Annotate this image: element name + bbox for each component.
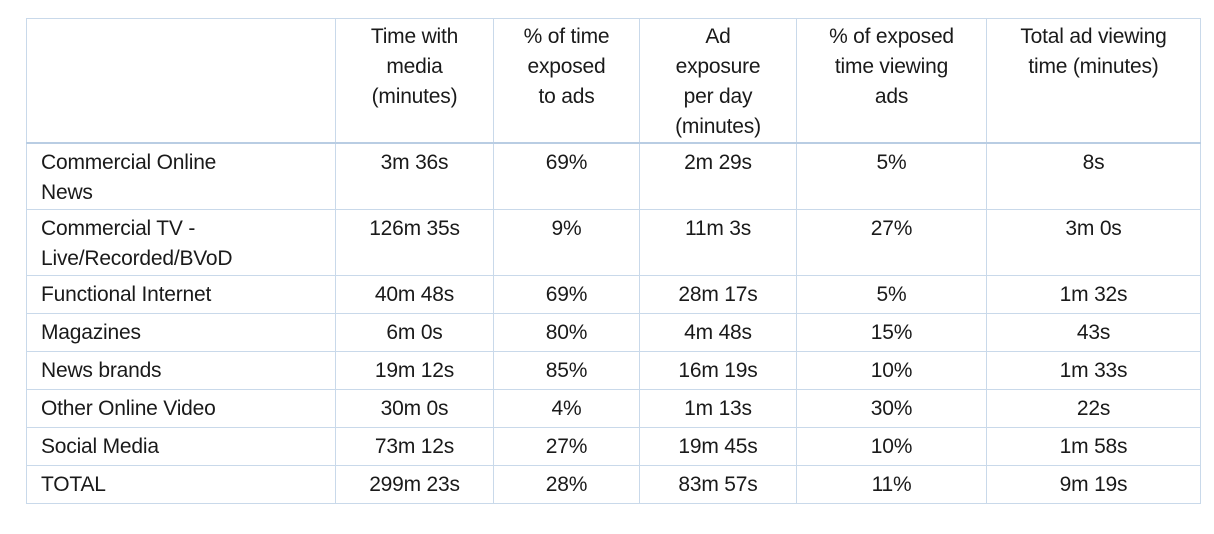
table-row: News brands 19m 12s 85% 16m 19s 10% 1m 33s (26, 350, 1201, 390)
table-cell: 9% (493, 208, 640, 276)
table-cell: 30% (796, 388, 987, 428)
table-cell: 22s (986, 388, 1201, 428)
column-header-line: time (minutes) (1028, 55, 1159, 78)
table-header: Time with media (minutes) % of time exposed t… (26, 18, 1201, 144)
table-cell: 8s (986, 142, 1201, 210)
table-cell: 80% (493, 312, 640, 352)
table-cell: 1m 58s (986, 426, 1201, 466)
table-cell: 83m 57s (639, 464, 797, 504)
table-cell: 73m 12s (335, 426, 494, 466)
row-label-line: News (41, 181, 93, 204)
table-cell: 11m 3s (639, 208, 797, 276)
table-cell: 27% (796, 208, 987, 276)
row-label: Magazines (26, 312, 336, 352)
table-cell: 85% (493, 350, 640, 390)
table-cell: 5% (796, 142, 987, 210)
row-label-line: Functional Internet (41, 282, 212, 306)
table-cell: 28% (493, 464, 640, 504)
table-cell: 3m 36s (335, 142, 494, 210)
column-header-line: ads (874, 85, 909, 108)
column-header-line: per day (683, 85, 753, 108)
table-cell: 69% (493, 274, 640, 314)
table-cell: 1m 33s (986, 350, 1201, 390)
table-row: Magazines 6m 0s 80% 4m 48s 15% 43s (26, 312, 1201, 352)
table-cell: 10% (796, 350, 987, 390)
column-header: Time with media (minutes) (335, 18, 494, 144)
table-cell: 1m 13s (639, 388, 797, 428)
column-header: % of time exposed to ads (493, 18, 640, 144)
column-header-line: % of time (523, 25, 610, 48)
table-body: Commercial Online News 3m 36s 69% 2m 29s 5% 8s… (26, 142, 1201, 504)
table-cell: 3m 0s (986, 208, 1201, 276)
column-header-line: Ad (705, 25, 731, 48)
table-row: Other Online Video 30m 0s 4% 1m 13s 30% 22s (26, 388, 1201, 428)
table-cell: 299m 23s (335, 464, 494, 504)
column-header: Total ad viewing time (minutes) (986, 18, 1201, 144)
column-header-line: (minutes) (675, 115, 761, 138)
column-header-line: Total ad viewing (1020, 25, 1167, 48)
table-cell: 5% (796, 274, 987, 314)
table-cell: 30m 0s (335, 388, 494, 428)
table-cell: 40m 48s (335, 274, 494, 314)
table-row: Commercial Online News 3m 36s 69% 2m 29s 5% 8s (26, 142, 1201, 210)
table-cell: 6m 0s (335, 312, 494, 352)
row-label: Commercial TV - Live/Recorded/BVoD (26, 208, 336, 276)
row-label-line: News brands (41, 358, 162, 382)
table-cell: 69% (493, 142, 640, 210)
row-label-line: Social Media (41, 434, 159, 458)
row-label: Functional Internet (26, 274, 336, 314)
table-cell: 4m 48s (639, 312, 797, 352)
row-label-line: Live/Recorded/BVoD (41, 246, 233, 270)
table-cell: 28m 17s (639, 274, 797, 314)
table-cell: 19m 45s (639, 426, 797, 466)
table-row: Functional Internet 40m 48s 69% 28m 17s 5% 1m… (26, 274, 1201, 314)
column-header: Ad exposure per day (minutes) (639, 18, 797, 144)
table-cell: 15% (796, 312, 987, 352)
table-cell: 27% (493, 426, 640, 466)
table-cell: 126m 35s (335, 208, 494, 276)
column-header-line: media (386, 55, 443, 78)
table-row: TOTAL 299m 23s 28% 83m 57s 11% 9m 19s (26, 464, 1201, 504)
table-cell: 9m 19s (986, 464, 1201, 504)
table-row: Social Media 73m 12s 27% 19m 45s 10% 1m 58s (26, 426, 1201, 466)
column-header-line: to ads (538, 85, 595, 108)
column-header-line: Time with (370, 25, 459, 48)
table-cell: 16m 19s (639, 350, 797, 390)
row-label: Other Online Video (26, 388, 336, 428)
table-cell: 4% (493, 388, 640, 428)
row-label-line: Magazines (41, 320, 141, 344)
media-ad-exposure-table: Time with media (minutes) % of time exposed t… (26, 18, 1201, 504)
row-label-line: Other Online Video (41, 396, 216, 420)
media-ad-exposure-table-container: Time with media (minutes) % of time exposed t… (26, 18, 1201, 504)
row-label: TOTAL (26, 464, 336, 504)
table-cell: 11% (796, 464, 987, 504)
row-label-line: Commercial TV - (41, 216, 196, 240)
column-header-line: time viewing (834, 55, 949, 78)
table-row: Commercial TV - Live/Recorded/BVoD 126m 35… (26, 208, 1201, 276)
column-header-line: % of exposed (829, 25, 954, 48)
row-label-line: Commercial Online (41, 151, 217, 174)
column-header-line: exposed (527, 55, 606, 78)
table-cell: 10% (796, 426, 987, 466)
row-label: Commercial Online News (26, 142, 336, 210)
table-cell: 43s (986, 312, 1201, 352)
column-header-line: (minutes) (371, 85, 458, 108)
row-label: Social Media (26, 426, 336, 466)
column-header-line: exposure (675, 55, 761, 78)
table-cell: 2m 29s (639, 142, 797, 210)
header-row: Time with media (minutes) % of time exposed t… (26, 18, 1201, 144)
row-label-line: TOTAL (41, 472, 106, 496)
table-cell: 19m 12s (335, 350, 494, 390)
table-cell: 1m 32s (986, 274, 1201, 314)
column-header: % of exposed time viewing ads (796, 18, 987, 144)
row-label: News brands (26, 350, 336, 390)
header-cell-empty (26, 18, 336, 144)
